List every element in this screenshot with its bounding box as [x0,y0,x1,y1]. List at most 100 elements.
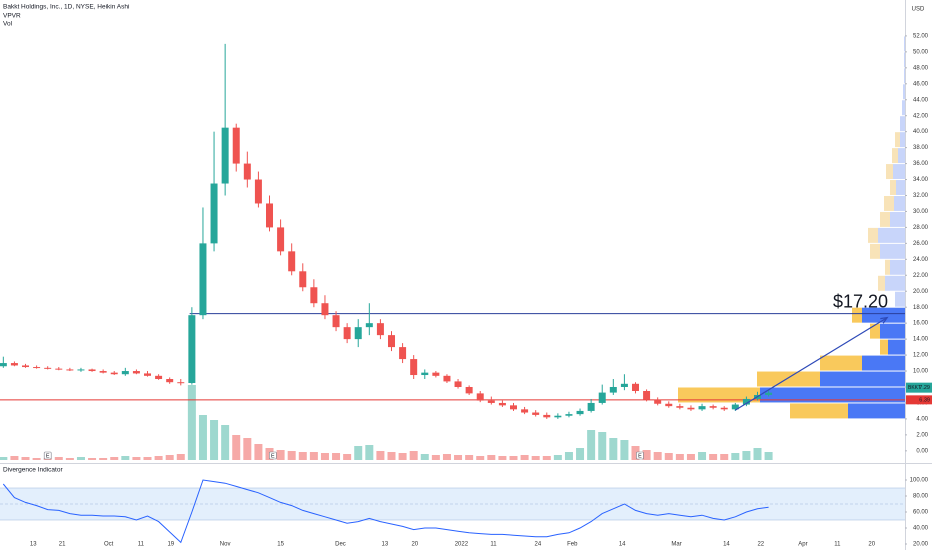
y-tick-label: 32.00 [913,193,929,199]
x-tick-label: 19 [167,542,174,548]
y-tick-label: 40.00 [913,129,929,135]
volume-bar [631,446,640,460]
volume-bar [620,440,629,460]
vpvr-up-bar [885,275,905,291]
y-tick-label: 24.00 [913,257,929,263]
x-tick-label: 2022 [455,542,469,548]
x-tick-label: Dec [335,542,346,548]
candle-body [199,243,207,316]
volume-bar [198,415,207,460]
y-tick-label: 30.00 [913,209,929,215]
vpvr-down-bar [870,243,880,259]
vpvr-up-bar [820,371,905,387]
volume-bar [287,451,296,460]
candle-body [221,127,229,184]
candle-body [609,386,617,393]
indicator-label: VPVR [3,13,21,20]
candle-body [654,399,662,404]
y-tick-label: 28.00 [913,225,929,231]
volume-bar [476,456,485,460]
candle-body [232,127,240,164]
candle-body [288,251,296,272]
volume-bar [598,432,607,460]
candle-body [765,392,773,395]
x-tick-label: Oct [104,542,114,548]
candle-body [720,407,728,410]
volume-bar [542,456,551,460]
y-tick-label: 20.00 [913,289,929,295]
volume-bar [742,451,751,460]
vpvr-up-bar [900,116,905,132]
candle-body [521,409,529,413]
candle-body [399,347,407,360]
vpvr-up-bar [878,227,905,243]
vpvr-down-bar [886,164,893,180]
volume-bar [698,452,707,460]
vpvr-up-bar [862,355,905,371]
candle-body [44,367,52,369]
candle-body [476,393,484,401]
vpvr-up-bar [903,84,905,100]
vpvr-down-bar [892,148,898,164]
event-label: E [638,453,642,459]
vpvr-down-bar [880,211,890,227]
red-line-label: 6.39 [919,397,930,403]
candle-body [498,402,506,406]
vpvr-down-bar [884,195,894,211]
candle-body [587,402,595,411]
x-tick-label: Apr [798,542,807,548]
candle-body [487,400,495,403]
vpvr-up-bar [760,387,905,403]
vpvr-down-bar [820,355,862,371]
candle-body [88,369,96,372]
candle-body [332,315,340,328]
candle-body [742,398,750,405]
volume-bar [10,456,19,460]
volume-bar [675,454,684,460]
volume-bar [442,454,451,460]
vpvr-down-bar [880,339,888,355]
event-label: E [46,453,50,459]
volume-bar [420,454,429,460]
y-tick-label: 46.00 [913,81,929,87]
x-tick-label: 13 [30,542,37,548]
last-price-tag [906,382,932,393]
candle-body [465,386,473,394]
volume-bar [54,457,63,460]
vpvr-up-bar [904,36,905,52]
vpvr-up-bar [902,100,905,116]
volume-bar [731,453,740,460]
vpvr-down-bar [885,259,890,275]
vpvr-up-bar [900,132,905,148]
volume-bar [720,454,729,460]
candle-body [598,392,606,403]
red-line-tag [906,395,932,405]
y-tick-label: 4.00 [916,416,928,422]
volume-bar [398,453,407,460]
y-tick-label: 36.00 [913,161,929,167]
candle-body [22,365,30,368]
y-tick-label: 2.00 [916,432,928,438]
volume-bar [531,456,540,460]
x-tick-label: 15 [277,542,284,548]
candle-body [554,415,562,418]
candle-body [665,403,673,407]
vpvr-up-bar [895,291,905,307]
volume-bar [165,455,174,460]
volume-bar [764,452,773,460]
volume-bar [320,453,329,460]
volume-bar [642,450,651,460]
volume-bar [376,451,385,460]
y-tick-label: 38.00 [913,145,929,151]
target-label: $17.20 [833,291,888,311]
x-tick-label: 14 [723,542,730,548]
oscillator-title: Divergence Indicator [3,467,63,474]
candle-body [676,406,684,408]
volume-bar [343,454,352,460]
candle-body [0,363,7,367]
volume-bar [609,438,618,460]
x-tick-label: 20 [411,542,418,548]
indicator-label: Vol [3,21,13,28]
candle-body [532,412,540,415]
